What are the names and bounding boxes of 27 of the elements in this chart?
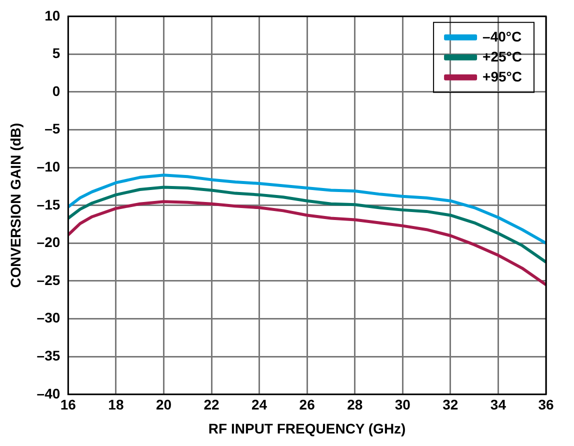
x-axis-title: RF INPUT FREQUENCY (GHz) <box>208 420 406 436</box>
y-tick-label: –10 <box>36 158 60 174</box>
x-tick-label: 30 <box>394 396 411 413</box>
y-tick-label: –15 <box>36 196 60 212</box>
y-tick-label: –5 <box>44 120 60 137</box>
x-tick-label: 22 <box>204 396 220 413</box>
x-tick-label: 20 <box>156 396 172 413</box>
x-tick-label: 16 <box>60 396 76 413</box>
y-tick-label: 5 <box>52 45 60 62</box>
legend-label: +25°C <box>482 48 522 64</box>
y-tick-label: –30 <box>36 310 60 326</box>
x-tick-label: 24 <box>252 396 268 413</box>
x-tick-label: 26 <box>299 396 316 413</box>
x-tick-label: 34 <box>490 396 506 413</box>
x-tick-label: 28 <box>347 396 363 413</box>
y-axis-title: CONVERSION GAIN (dB) <box>7 122 24 288</box>
y-tick-label: 10 <box>44 7 60 24</box>
legend-label: –40°C <box>482 28 522 44</box>
x-tick-label: 32 <box>442 396 458 413</box>
y-tick-label: 0 <box>52 82 60 99</box>
y-tick-label: –40 <box>36 385 60 402</box>
y-tick-label: –35 <box>36 347 60 364</box>
y-tick-label: –20 <box>36 234 60 250</box>
y-tick-label: –25 <box>36 272 60 288</box>
x-tick-label: 18 <box>108 396 124 413</box>
legend-label: +95°C <box>482 68 522 84</box>
x-tick-label: 36 <box>538 396 554 413</box>
